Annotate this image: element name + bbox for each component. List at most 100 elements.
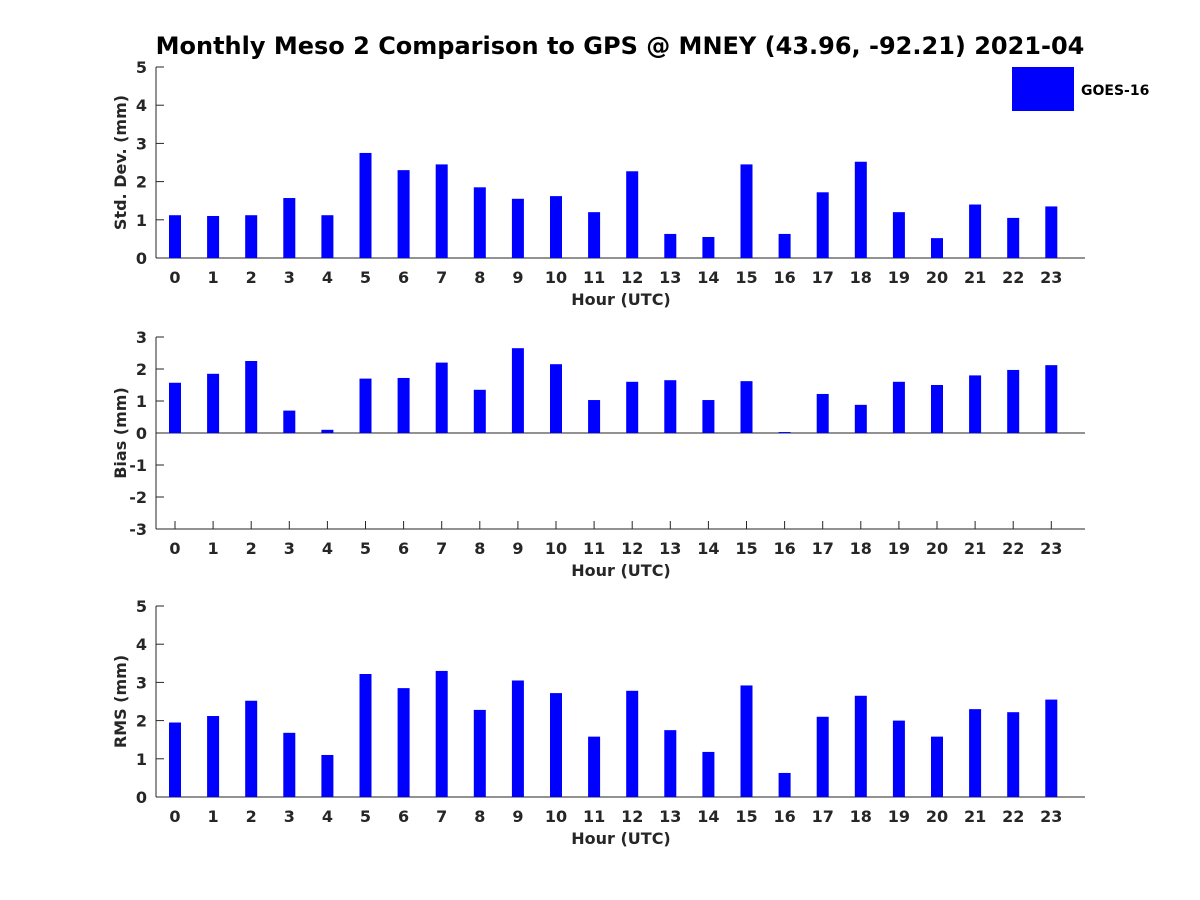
y-tick-label: 2: [136, 360, 147, 379]
bar-4: [321, 429, 334, 433]
x-tick-label: 9: [512, 539, 523, 558]
y-tick-label: -3: [129, 520, 147, 539]
bar-8: [473, 389, 486, 433]
bar-11: [588, 212, 601, 258]
x-tick-label: 6: [398, 539, 409, 558]
x-tick-label: 14: [697, 268, 719, 287]
bar-5: [359, 378, 372, 433]
x-tick-label: 10: [545, 539, 567, 558]
y-tick-label: 4: [136, 96, 147, 115]
x-tick-label: 16: [773, 807, 795, 826]
x-tick-label: 15: [735, 268, 757, 287]
x-tick-label: 7: [436, 268, 447, 287]
bar-3: [283, 198, 296, 258]
y-tick-label: 1: [136, 750, 147, 769]
bar-12: [626, 690, 639, 797]
x-tick-label: 21: [964, 807, 986, 826]
y-tick-label: 0: [136, 788, 147, 807]
bar-18: [854, 161, 867, 258]
bar-10: [550, 693, 562, 797]
bar-4: [321, 215, 334, 258]
x-tick-label: 10: [545, 268, 567, 287]
x-tick-label: 11: [583, 807, 605, 826]
x-tick-label: 22: [1002, 807, 1024, 826]
x-tick-label: 21: [964, 539, 986, 558]
bar-14: [702, 236, 715, 258]
y-tick-label: -1: [129, 456, 147, 475]
x-tick-label: 19: [888, 539, 910, 558]
x-tick-label: 18: [850, 807, 872, 826]
x-tick-label: 3: [284, 268, 295, 287]
bar-9: [511, 680, 524, 797]
x-tick-label: 6: [398, 268, 409, 287]
x-tick-label: 9: [512, 807, 523, 826]
x-tick-label: 14: [697, 807, 719, 826]
bar-15: [740, 685, 753, 797]
x-tick-label: 20: [926, 539, 948, 558]
y-axis-label: Std. Dev. (mm): [111, 95, 130, 230]
bar-11: [588, 400, 601, 433]
y-tick-label: 4: [136, 635, 147, 654]
x-tick-label: 0: [169, 268, 180, 287]
x-tick-label: 19: [888, 268, 910, 287]
bar-10: [550, 196, 562, 258]
bar-20: [931, 385, 943, 433]
bar-15: [740, 381, 753, 433]
x-tick-label: 1: [208, 807, 219, 826]
x-tick-label: 3: [284, 807, 295, 826]
bar-12: [626, 171, 639, 258]
bar-7: [435, 670, 448, 797]
y-tick-label: 0: [136, 424, 147, 443]
bar-19: [892, 381, 905, 433]
y-tick-label: 3: [136, 134, 147, 153]
y-tick-label: -2: [129, 488, 147, 507]
bar-0: [169, 215, 181, 258]
x-tick-label: 4: [322, 539, 333, 558]
y-tick-label: 5: [136, 58, 147, 77]
x-tick-label: 0: [169, 539, 180, 558]
bar-17: [816, 192, 829, 258]
bar-3: [283, 732, 296, 797]
chart-title: Monthly Meso 2 Comparison to GPS @ MNEY …: [156, 32, 1085, 60]
x-tick-label: 0: [169, 807, 180, 826]
y-tick-label: 2: [136, 173, 147, 192]
bar-8: [473, 187, 486, 258]
bar-4: [321, 754, 334, 797]
bar-6: [397, 170, 410, 258]
x-tick-label: 13: [659, 539, 681, 558]
x-tick-label: 11: [583, 539, 605, 558]
x-tick-label: 7: [436, 807, 447, 826]
bar-3: [283, 410, 296, 433]
bar-1: [207, 373, 220, 433]
x-tick-label: 16: [773, 539, 795, 558]
x-tick-label: 12: [621, 807, 643, 826]
x-tick-label: 5: [360, 268, 371, 287]
bar-10: [550, 364, 562, 433]
x-tick-label: 8: [474, 807, 485, 826]
legend-label: GOES-16: [1081, 83, 1149, 99]
bar-20: [931, 238, 943, 258]
bar-1: [207, 215, 220, 258]
x-tick-label: 23: [1040, 539, 1062, 558]
bar-1: [207, 716, 220, 797]
x-tick-label: 10: [545, 807, 567, 826]
bar-17: [816, 716, 829, 797]
x-tick-label: 15: [735, 539, 757, 558]
bar-18: [854, 404, 867, 433]
x-tick-label: 22: [1002, 539, 1024, 558]
y-axis-label: Bias (mm): [111, 387, 130, 479]
x-axis-label: Hour (UTC): [571, 561, 671, 580]
bar-5: [359, 673, 372, 797]
bar-16: [778, 772, 791, 797]
bar-17: [816, 393, 829, 433]
x-tick-label: 2: [246, 268, 257, 287]
x-tick-label: 4: [322, 268, 333, 287]
x-tick-label: 18: [850, 539, 872, 558]
x-axis-label: Hour (UTC): [571, 829, 671, 848]
bar-16: [778, 233, 791, 258]
bar-9: [511, 348, 524, 433]
x-tick-label: 23: [1040, 807, 1062, 826]
x-tick-label: 7: [436, 539, 447, 558]
bar-22: [1007, 369, 1020, 433]
